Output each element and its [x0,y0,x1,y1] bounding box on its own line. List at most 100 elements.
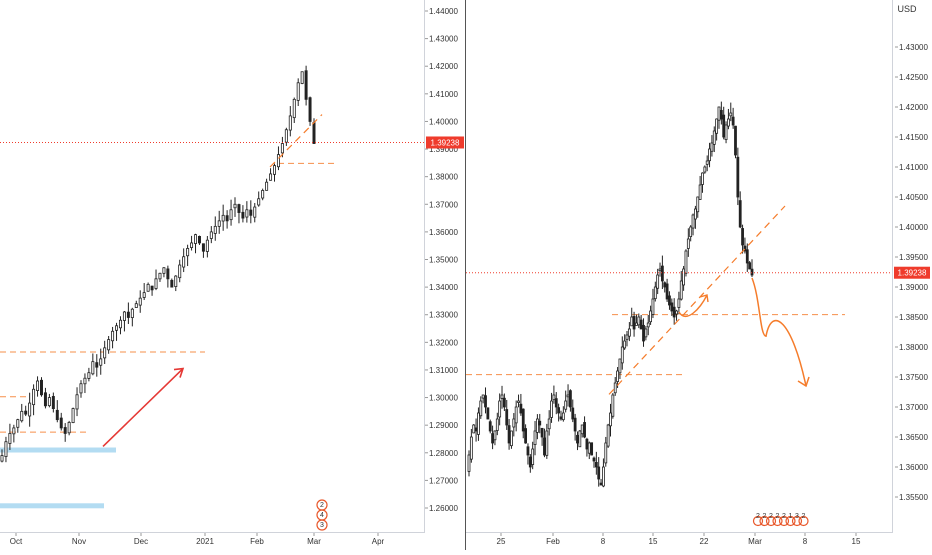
event-badge [752,515,764,527]
candle-body [602,466,605,487]
candle-body [498,400,502,418]
candle-body [743,245,747,252]
right-chart-panel[interactable]: 1.43000 1.42500 1.42000 1.41500 1.41000 1.405… [466,43,930,546]
last-price-label: 1.39238 [898,269,927,278]
candle-body [197,235,201,244]
candle-body [729,112,733,117]
candle-body [241,211,245,219]
candle-body [178,264,182,279]
candle-body [71,408,75,424]
trendline [608,205,786,395]
event-badge [765,515,777,527]
candle-body [708,148,711,162]
support-zone [0,503,104,509]
trend-arrow [102,367,184,448]
candle-body [75,394,79,410]
time-tick-label: Oct [10,537,23,546]
candle-body [51,396,55,410]
event-badge [759,515,770,527]
candle-body [668,295,671,306]
event-badge-label: 2 [782,513,786,520]
candle-body [543,437,546,456]
candle-body [276,154,280,168]
candle-body [467,454,471,472]
candle-body [533,430,537,445]
candle-body [265,181,269,191]
candle-body [559,416,563,420]
candle-body [59,417,63,429]
left-chart-panel[interactable]: 1.44000 1.43000 1.42000 1.41000 1.40000 1.390… [0,7,464,546]
price-tick-label: 1.36500 [899,433,928,442]
price-tick-label: 1.29000 [429,421,458,430]
candle-body [510,430,513,447]
candle-body [566,394,570,398]
candle-body [83,377,87,385]
candle-body [672,306,676,318]
time-tick-label: Dec [134,537,148,546]
candle-body [712,130,716,145]
candle-body [312,122,316,144]
candle-body [592,457,596,462]
candle-body [663,282,667,288]
candle-body [590,442,594,456]
candle-body [304,70,308,100]
candle-body [587,442,591,454]
event-badge [785,515,796,527]
candle-body [146,283,150,292]
price-tick-label: 1.43000 [899,43,928,52]
candle-body [91,361,95,375]
candle-body [201,243,205,252]
candle-body [611,394,615,417]
price-tick-label: 1.34000 [429,283,458,292]
candle-body [639,319,643,330]
candle-body [646,322,650,328]
candle-body [225,215,229,222]
candle-body [557,407,561,414]
candle-body [727,118,730,127]
event-badge-label: 4 [320,512,324,519]
candle-body [658,268,662,272]
trendline [269,114,323,168]
candle-body [750,268,754,276]
candle-body [142,292,146,298]
event-badge-label: 2 [776,513,780,520]
candle-body [524,428,527,444]
candle-body [682,268,686,286]
price-tick-label: 1.38000 [429,173,458,182]
candle-body [284,129,288,143]
candle-body [194,234,198,244]
candle-body [576,434,579,444]
bounce-arrow-head [699,294,709,303]
price-tick-label: 1.39500 [899,253,928,262]
candle-body [715,118,719,134]
candle-body [95,362,99,368]
candle-body [493,430,497,441]
price-tick-label: 1.38000 [899,343,928,352]
price-tick-label: 1.44000 [429,7,458,16]
candle-body [491,433,494,444]
candle-body [469,436,473,460]
candle-body [710,142,714,152]
candle-body [547,418,551,430]
candle-body [512,418,516,428]
candle-body [625,334,629,340]
candle-body [67,422,71,434]
candle-body [269,173,273,181]
candle-body [689,226,693,238]
candle-body [130,308,134,319]
candle-body [616,370,619,382]
time-tick-label: 15 [852,537,861,546]
candle-body [535,418,539,433]
price-tick-label: 1.33000 [429,311,458,320]
candle-body [741,228,744,246]
candle-body [609,412,612,427]
currency-label[interactable]: USD [897,4,917,14]
event-badge-label: 3 [795,513,799,520]
price-tick-label: 1.38500 [899,313,928,322]
candle-body [717,106,721,121]
price-tick-label: 1.39000 [429,145,458,154]
candle-body [292,98,296,119]
price-tick-label: 1.27000 [429,476,458,485]
candle-body [526,446,530,456]
candle-body [585,438,589,450]
